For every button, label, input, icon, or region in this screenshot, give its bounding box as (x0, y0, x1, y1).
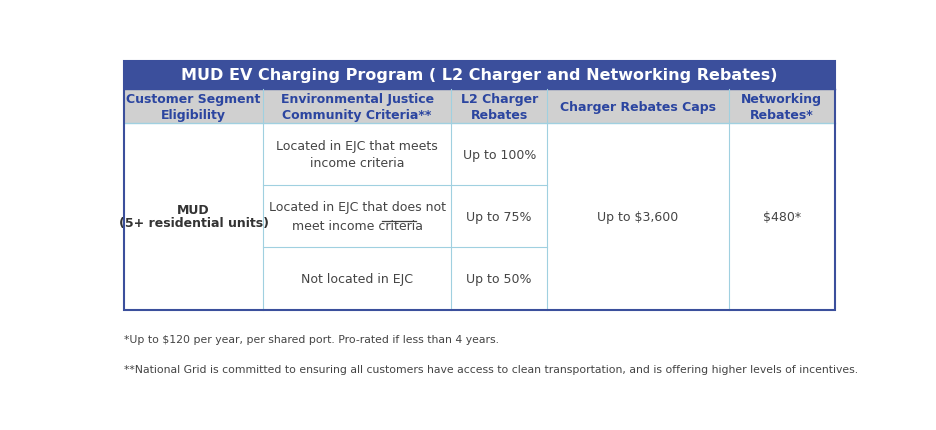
Text: Charger Rebates Caps: Charger Rebates Caps (560, 100, 716, 114)
Text: Up to 50%: Up to 50% (466, 272, 532, 285)
Text: Up to 75%: Up to 75% (466, 210, 532, 223)
Text: L2 Charger
Rebates: L2 Charger Rebates (461, 92, 538, 121)
Text: Located in EJC that meets
income criteria: Located in EJC that meets income criteri… (276, 140, 438, 169)
Text: Located in EJC that does not: Located in EJC that does not (269, 201, 446, 214)
Text: **National Grid is committed to ensuring all customers have access to clean tran: **National Grid is committed to ensuring… (124, 365, 858, 375)
Text: MUD: MUD (177, 204, 210, 217)
Bar (124, 61, 835, 310)
Text: Not located in EJC: Not located in EJC (301, 272, 413, 285)
Text: $480*: $480* (763, 210, 801, 223)
Bar (124, 123, 835, 310)
Text: meet income criteria: meet income criteria (292, 220, 422, 233)
Text: Up to $3,600: Up to $3,600 (597, 210, 679, 223)
Text: *Up to $120 per year, per shared port. Pro-rated if less than 4 years.: *Up to $120 per year, per shared port. P… (124, 335, 499, 345)
Text: Up to 100%: Up to 100% (462, 148, 536, 161)
Text: Networking
Rebates*: Networking Rebates* (741, 92, 823, 121)
Bar (124, 61, 835, 90)
Text: Environmental Justice
Community Criteria**: Environmental Justice Community Criteria… (281, 92, 433, 121)
Text: MUD EV Charging Program ( L2 Charger and Networking Rebates): MUD EV Charging Program ( L2 Charger and… (182, 68, 778, 83)
Bar (124, 90, 835, 123)
Text: Customer Segment
Eligibility: Customer Segment Eligibility (126, 92, 261, 121)
Text: (5+ residential units): (5+ residential units) (119, 217, 269, 230)
